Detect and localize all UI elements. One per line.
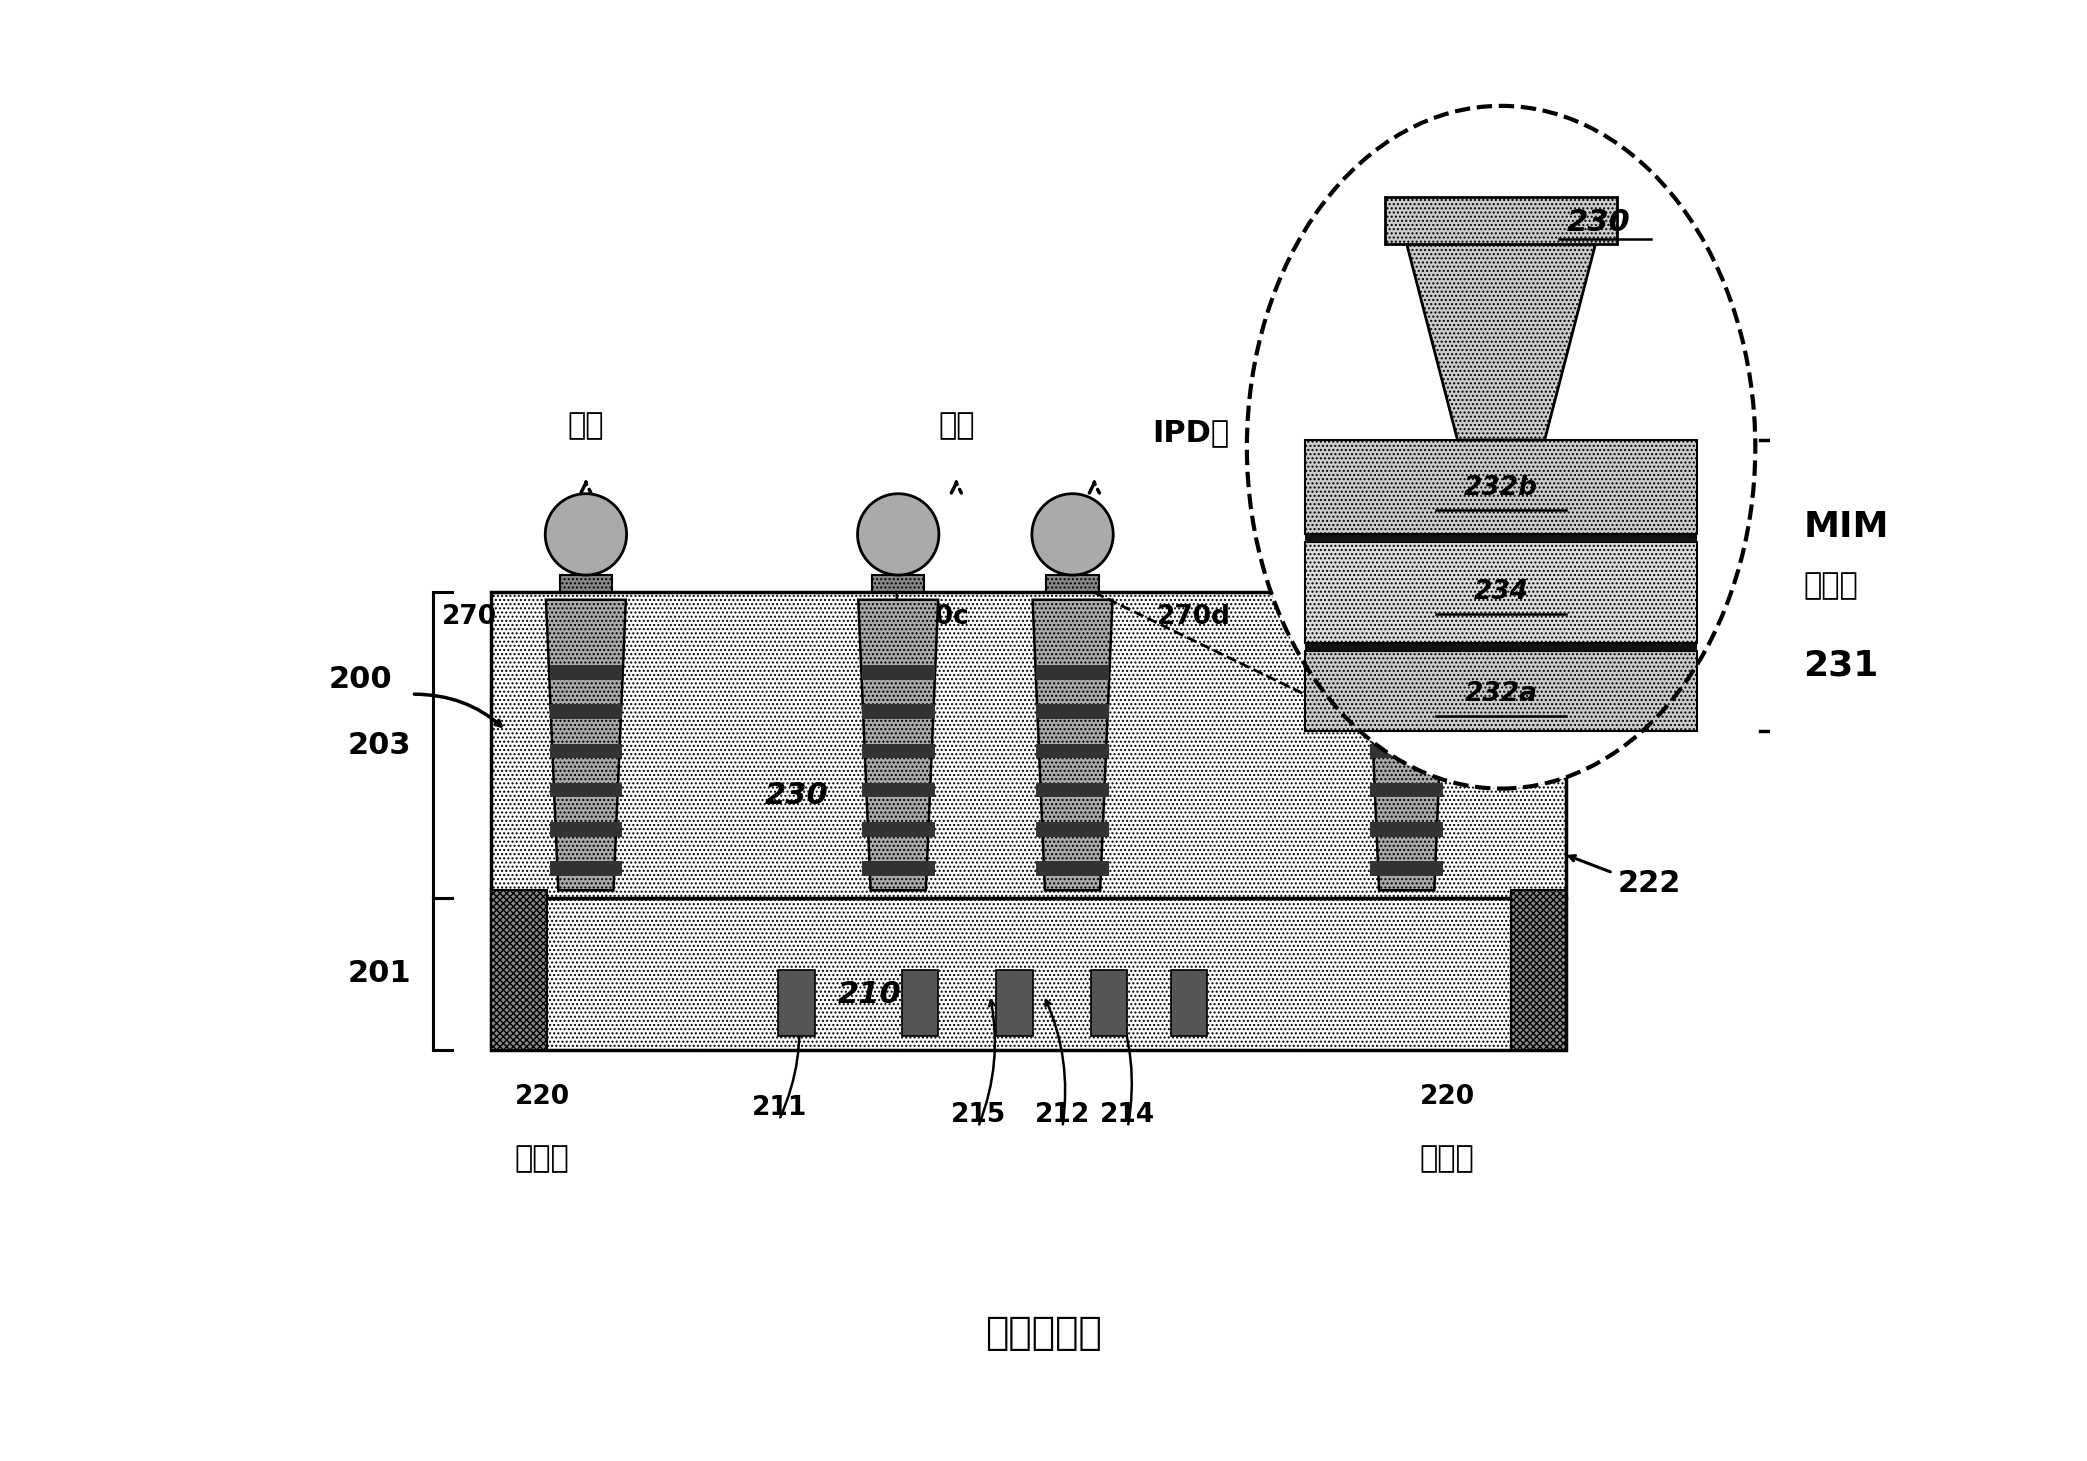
Polygon shape: [1367, 600, 1446, 890]
Polygon shape: [1033, 600, 1112, 890]
Bar: [549, 744, 622, 758]
Bar: [559, 576, 611, 593]
Bar: [549, 823, 622, 837]
Bar: [1037, 823, 1108, 837]
Text: 211: 211: [751, 1096, 808, 1121]
Bar: [1371, 861, 1442, 875]
Text: 215: 215: [950, 1103, 1006, 1128]
Bar: [1037, 665, 1108, 679]
Bar: [1304, 643, 1697, 650]
Polygon shape: [547, 600, 626, 890]
Circle shape: [858, 494, 939, 576]
Bar: [490, 897, 1567, 1050]
Bar: [1037, 704, 1108, 719]
Bar: [549, 861, 622, 875]
Bar: [862, 783, 935, 798]
Text: 201: 201: [349, 960, 411, 988]
Bar: [1304, 440, 1697, 535]
Text: 接地: 接地: [568, 411, 603, 440]
Text: 侧剖面视图: 侧剖面视图: [985, 1315, 1102, 1353]
Bar: [1371, 823, 1442, 837]
Text: 230: 230: [1567, 207, 1630, 237]
Bar: [1304, 535, 1697, 542]
Bar: [1371, 744, 1442, 758]
Text: 230: 230: [764, 782, 829, 811]
Text: 天线: 天线: [937, 411, 975, 440]
Text: 270: 270: [442, 605, 497, 630]
Bar: [549, 665, 622, 679]
Text: 232: 232: [879, 652, 933, 678]
Bar: [862, 744, 935, 758]
Bar: [872, 576, 925, 593]
Bar: [490, 593, 1567, 897]
Text: 270c: 270c: [899, 605, 970, 630]
Bar: [1092, 970, 1127, 1036]
Text: 220: 220: [515, 1084, 570, 1109]
Text: IPD出: IPD出: [1152, 418, 1229, 447]
Bar: [862, 823, 935, 837]
Text: 210: 210: [837, 980, 902, 1010]
Text: 密封环: 密封环: [1419, 1144, 1476, 1173]
Bar: [1386, 197, 1617, 244]
Bar: [549, 704, 622, 719]
Text: 270a: 270a: [549, 605, 622, 630]
Bar: [1380, 576, 1434, 593]
Polygon shape: [858, 600, 939, 890]
Bar: [1511, 890, 1567, 1050]
Bar: [549, 783, 622, 798]
Bar: [1037, 744, 1108, 758]
Bar: [1371, 783, 1442, 798]
Bar: [862, 665, 935, 679]
Bar: [1304, 542, 1697, 643]
Polygon shape: [1407, 244, 1597, 440]
Bar: [778, 970, 814, 1036]
Text: 232a: 232a: [1465, 681, 1538, 707]
Bar: [1371, 704, 1442, 719]
Bar: [902, 970, 939, 1036]
Text: 270d: 270d: [1156, 605, 1231, 630]
Bar: [862, 704, 935, 719]
Text: 220: 220: [1419, 1084, 1476, 1109]
Circle shape: [545, 494, 626, 576]
Bar: [1037, 783, 1108, 798]
Text: 234: 234: [1473, 580, 1528, 605]
Text: 232b: 232b: [1465, 475, 1538, 501]
Bar: [490, 890, 547, 1050]
Text: 电容器: 电容器: [1803, 571, 1857, 599]
Text: 212: 212: [1035, 1103, 1089, 1128]
Text: 231: 231: [1803, 649, 1878, 682]
Circle shape: [1031, 494, 1112, 576]
Bar: [1371, 665, 1442, 679]
Text: 203: 203: [349, 730, 411, 760]
Bar: [995, 970, 1033, 1036]
Ellipse shape: [1246, 105, 1755, 789]
Text: MIM: MIM: [1803, 510, 1889, 543]
Text: 滤波器入: 滤波器入: [1538, 636, 1611, 665]
Circle shape: [1367, 494, 1448, 576]
Text: 222: 222: [1617, 868, 1680, 897]
Bar: [1037, 861, 1108, 875]
Bar: [1171, 970, 1206, 1036]
Text: 270b: 270b: [1538, 676, 1611, 703]
Bar: [1304, 650, 1697, 730]
Bar: [1046, 576, 1098, 593]
Text: 密封环: 密封环: [515, 1144, 570, 1173]
Text: 214: 214: [1100, 1103, 1156, 1128]
Text: 200: 200: [330, 665, 392, 694]
Bar: [862, 861, 935, 875]
